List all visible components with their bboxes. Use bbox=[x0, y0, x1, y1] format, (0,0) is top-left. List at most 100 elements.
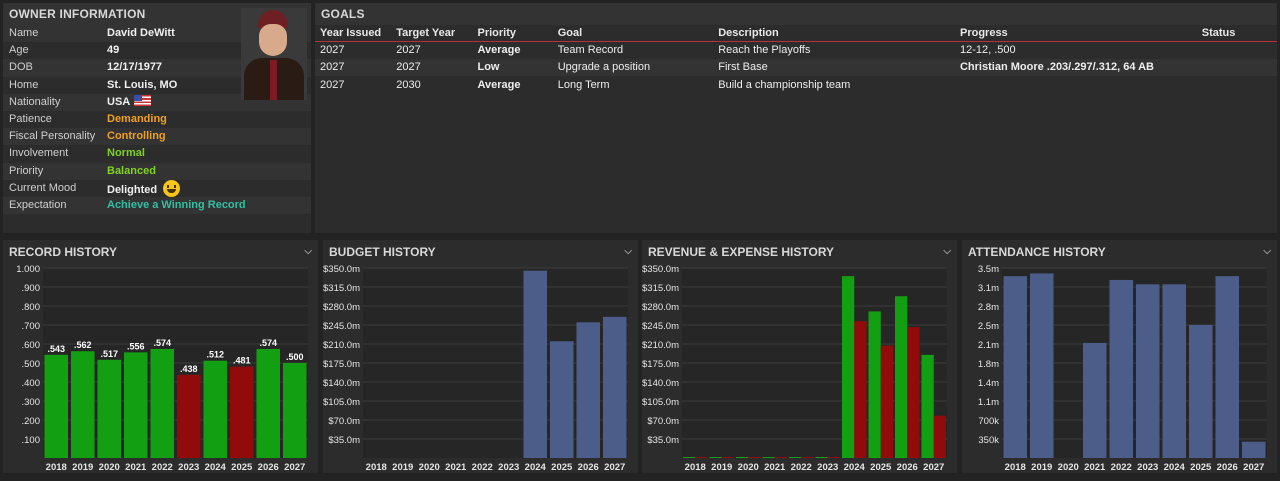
goal-cell: 2027 bbox=[320, 78, 345, 91]
owner-row-value-text: Demanding bbox=[107, 112, 167, 125]
goals-column-header[interactable]: Priority bbox=[472, 25, 553, 42]
x-tick-label: 2019 bbox=[1031, 462, 1052, 473]
chevron-down-icon[interactable]: ⌵ bbox=[943, 246, 951, 257]
budget-history-panel: BUDGET HISTORY ⌵ $350.0m $315.0m $280.0m $24… bbox=[323, 240, 638, 473]
y-tick-label: $315.0m bbox=[323, 283, 360, 294]
goal-cell: 2027 bbox=[391, 58, 473, 76]
y-tick-label: $210.0m bbox=[323, 340, 360, 351]
owner-row-value: 49 bbox=[107, 42, 119, 59]
y-tick-label: $140.0m bbox=[323, 378, 360, 389]
y-tick-label: .100 bbox=[22, 435, 41, 446]
data-label: .574 bbox=[259, 338, 277, 348]
owner-row-value-text: Delighted bbox=[107, 183, 158, 196]
y-tick-label: 3.5m bbox=[978, 264, 999, 275]
x-tick-label: 2024 bbox=[1164, 462, 1186, 473]
x-tick-label: 2022 bbox=[472, 462, 493, 473]
goal-cell: Long Term bbox=[557, 78, 610, 91]
goal-cell: 2027 bbox=[315, 58, 392, 76]
smiley-face-icon bbox=[163, 179, 181, 197]
chevron-down-icon[interactable]: ⌵ bbox=[624, 246, 632, 257]
bar bbox=[1136, 284, 1160, 458]
bar bbox=[550, 341, 574, 458]
data-label: .556 bbox=[127, 341, 145, 351]
goals-column-header[interactable]: Target Year bbox=[391, 25, 473, 42]
bar-expense bbox=[933, 415, 946, 458]
bar bbox=[283, 363, 307, 458]
x-tick-label: 2018 bbox=[1005, 462, 1026, 473]
bar-expense bbox=[695, 457, 708, 458]
y-tick-label: $35.0m bbox=[647, 435, 679, 446]
x-tick-label: 2021 bbox=[764, 462, 786, 473]
bar bbox=[1162, 284, 1186, 458]
x-tick-label: 2026 bbox=[1217, 462, 1238, 473]
x-tick-label: 2026 bbox=[258, 462, 279, 473]
goal-row[interactable]: 2027 2027 Low Upgrade a position First Base C… bbox=[315, 58, 1277, 76]
chevron-down-icon[interactable]: ⌵ bbox=[304, 246, 312, 257]
x-tick-label: 2018 bbox=[366, 462, 387, 473]
bar-revenue bbox=[709, 457, 722, 458]
owner-row: Home St. Louis, MO bbox=[3, 77, 311, 94]
x-tick-label: 2019 bbox=[711, 462, 732, 473]
y-tick-label: $175.0m bbox=[323, 359, 360, 370]
data-label: .562 bbox=[74, 340, 92, 350]
owner-row: Fiscal Personality Controlling bbox=[3, 128, 311, 146]
x-tick-label: 2021 bbox=[445, 462, 467, 473]
owner-row-value: Controlling bbox=[107, 128, 166, 145]
bar-revenue bbox=[789, 457, 802, 458]
data-label: .574 bbox=[153, 338, 171, 348]
data-label: .481 bbox=[233, 356, 251, 366]
owner-row: Name David DeWitt bbox=[3, 25, 311, 43]
y-tick-label: .200 bbox=[22, 416, 41, 427]
x-tick-label: 2020 bbox=[419, 462, 440, 473]
x-tick-label: 2024 bbox=[844, 462, 866, 473]
goal-row[interactable]: 2027 2027 Average Team Record Reach the Play… bbox=[315, 41, 1277, 59]
y-tick-label: $35.0m bbox=[328, 435, 360, 446]
x-tick-label: 2018 bbox=[685, 462, 706, 473]
y-tick-label: .700 bbox=[22, 321, 41, 332]
x-tick-label: 2023 bbox=[498, 462, 519, 473]
goals-column-header[interactable]: Status bbox=[1196, 25, 1277, 42]
owner-row-label: Fiscal Personality bbox=[9, 130, 96, 143]
y-tick-label: $70.0m bbox=[647, 416, 679, 427]
goals-column-header[interactable]: Goal bbox=[552, 25, 714, 42]
y-tick-label: $280.0m bbox=[323, 302, 360, 313]
goals-column-header[interactable]: Progress bbox=[954, 25, 1197, 42]
x-tick-label: 2022 bbox=[152, 462, 173, 473]
bar bbox=[576, 322, 600, 458]
x-tick-label: 2022 bbox=[1111, 462, 1132, 473]
owner-row-value-text: Normal bbox=[107, 147, 145, 160]
record-history-panel: RECORD HISTORY ⌵ 1.000 .900 .800 .700 .600 .50… bbox=[3, 240, 318, 473]
x-tick-label: 2021 bbox=[1084, 462, 1106, 473]
x-tick-label: 2023 bbox=[1137, 462, 1158, 473]
bar-expense bbox=[748, 457, 761, 458]
chevron-down-icon[interactable]: ⌵ bbox=[1263, 246, 1271, 257]
bar-revenue bbox=[815, 457, 828, 458]
owner-row: Patience Demanding bbox=[3, 111, 311, 128]
owner-row: Age 49 bbox=[3, 42, 311, 59]
goals-column-header[interactable]: Description bbox=[713, 25, 955, 42]
goal-cell: Team Record bbox=[557, 44, 624, 56]
owner-row-value-text: 12/17/1977 bbox=[107, 61, 163, 74]
y-tick-label: 2.8m bbox=[978, 302, 999, 313]
owner-row-label: Home bbox=[9, 78, 39, 91]
revenue-expense-history-chart: $350.0m $315.0m $280.0m $245.0m $210.0m $175.… bbox=[642, 264, 947, 473]
owner-row-label: DOB bbox=[9, 61, 33, 74]
data-label: .438 bbox=[180, 364, 198, 374]
owner-row-label: Age bbox=[9, 44, 29, 57]
owner-row-value: 12/17/1977 bbox=[107, 59, 162, 76]
x-tick-label: 2027 bbox=[923, 462, 944, 473]
owner-row: DOB 12/17/1977 bbox=[3, 59, 311, 77]
budget-history-title: BUDGET HISTORY bbox=[329, 245, 436, 259]
x-tick-label: 2025 bbox=[551, 462, 573, 473]
y-tick-label: .300 bbox=[22, 397, 41, 408]
owner-row-value: Achieve a Winning Record bbox=[107, 197, 246, 214]
y-tick-label: 3.1m bbox=[978, 283, 999, 294]
goal-row[interactable]: 2027 2030 Average Long Term Build a champion… bbox=[315, 76, 1277, 94]
bar bbox=[256, 348, 280, 458]
y-tick-label: 1.4m bbox=[978, 378, 999, 389]
goals-column-header[interactable]: Year Issued bbox=[315, 25, 392, 42]
y-tick-label: $210.0m bbox=[642, 340, 679, 351]
y-tick-label: .800 bbox=[22, 302, 41, 313]
y-tick-label: $245.0m bbox=[642, 321, 679, 332]
bar-revenue bbox=[895, 296, 908, 458]
